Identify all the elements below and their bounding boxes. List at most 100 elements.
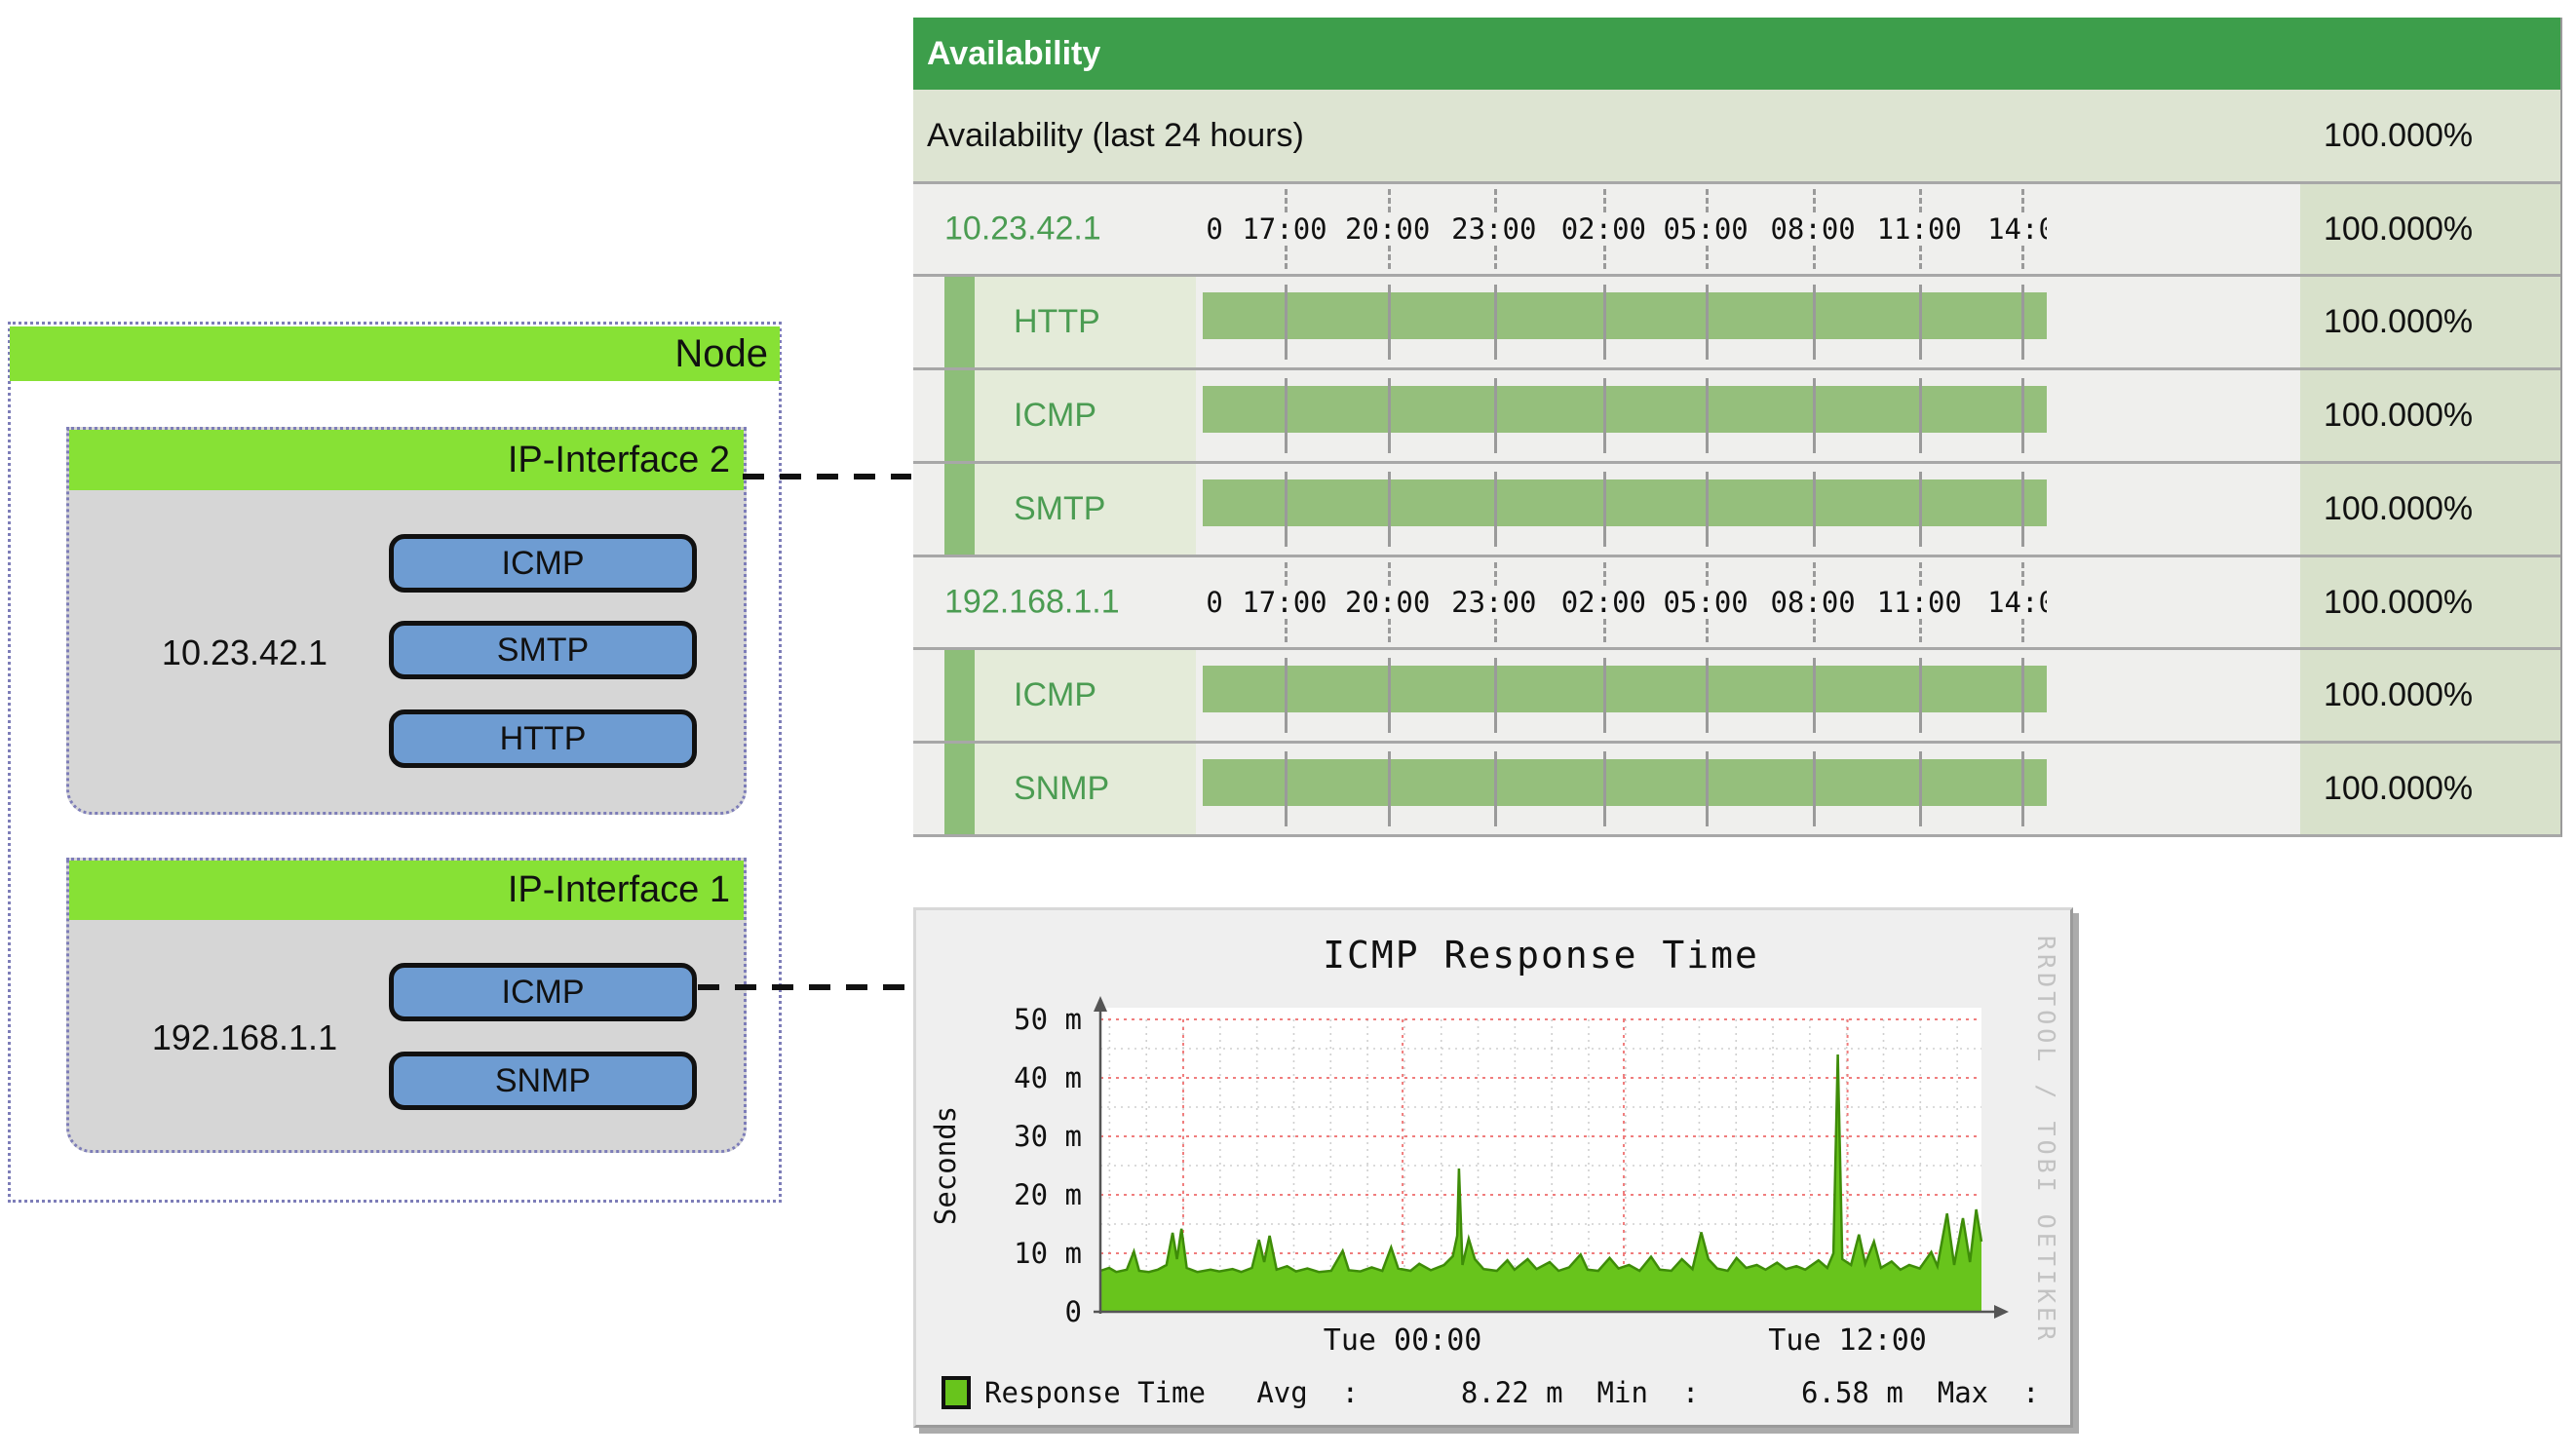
bar-tick (1603, 472, 1607, 547)
connector-interface2-to-table (743, 474, 911, 479)
timeline-tick (1603, 562, 1607, 586)
timeline-label: 02:00 (1560, 212, 1646, 246)
service-link[interactable]: SNMP (1014, 770, 1110, 807)
bar-tick (1813, 751, 1817, 826)
ip-row-10-23-42-1: 10.23.42.1 0 17:00 20:00 23:00 02:00 05:00 08:… (913, 181, 2560, 274)
bar-tick (1813, 472, 1817, 547)
bar-tick (1919, 751, 1923, 826)
timeline-scale: 0 17:00 20:00 23:00 02:00 05:00 08:00 11:00 14:0 (1203, 184, 2047, 274)
ip-interface-1-body: 192.168.1.1 ICMP SNMP (69, 920, 744, 1150)
bar-tick (2021, 658, 2025, 733)
bar-tick (2021, 472, 2025, 547)
bar-tick (1387, 472, 1391, 547)
bar-tick (1813, 285, 1817, 360)
bar-tick (1493, 378, 1497, 453)
availability-bar (1203, 292, 2047, 339)
timeline-label: 05:00 (1663, 586, 1749, 619)
ip-interface-2-title: IP-Interface 2 (507, 439, 730, 480)
service-box-icmp: ICMP (389, 534, 697, 593)
ip-interface-2-box: IP-Interface 2 10.23.42.1 ICMP SMTP HTTP (66, 427, 747, 815)
availability-value: 100.000% (2324, 303, 2474, 340)
availability-bar (1203, 386, 2047, 433)
bar-tick (1493, 285, 1497, 360)
availability-value: 100.000% (2324, 116, 2474, 154)
timeline-label: 23:00 (1451, 212, 1537, 246)
service-link[interactable]: ICMP (1014, 397, 1096, 434)
ip-interface-1-box: IP-Interface 1 192.168.1.1 ICMP SNMP (66, 858, 747, 1153)
timeline-tick (1813, 189, 1817, 212)
ip-interface-1-title: IP-Interface 1 (507, 869, 730, 910)
availability-bar-wrap (1203, 744, 2047, 834)
bar-tick (1706, 751, 1710, 826)
timeline-tick (1387, 619, 1391, 642)
timeline-label: 02:00 (1560, 586, 1646, 619)
timeline-label: 0 (1206, 586, 1223, 619)
availability-bar (1203, 759, 2047, 806)
timeline-label: 17:00 (1242, 586, 1327, 619)
group-strip (944, 744, 975, 834)
timeline-label: 08:00 (1770, 586, 1856, 619)
timeline-tick (1387, 189, 1391, 212)
y-tick-label: 30 m (1014, 1120, 1082, 1153)
ip-address-link[interactable]: 192.168.1.1 (944, 583, 1120, 621)
bar-tick (2021, 751, 2025, 826)
timeline-tick (1387, 246, 1391, 269)
timeline-tick (1603, 619, 1607, 642)
availability-header-row: Availability (913, 18, 2560, 90)
service-name-cell: HTTP (975, 277, 1196, 367)
timeline-tick (1813, 619, 1817, 642)
bar-tick (1493, 751, 1497, 826)
timeline-label: 05:00 (1663, 212, 1749, 246)
availability-bar (1203, 479, 2047, 526)
service-link[interactable]: HTTP (1014, 303, 1100, 340)
service-link[interactable]: SMTP (1014, 490, 1106, 527)
bar-tick (1706, 472, 1710, 547)
timeline-tick (1603, 189, 1607, 212)
group-strip (944, 650, 975, 741)
timeline-tick (1919, 562, 1923, 586)
timeline-tick (1493, 562, 1497, 586)
bar-tick (1285, 751, 1288, 826)
bar-tick (1813, 378, 1817, 453)
timeline-tick (1285, 562, 1288, 586)
availability-value-cell: 100.000% (2300, 370, 2560, 461)
bar-tick (1387, 751, 1391, 826)
availability-bar-wrap (1203, 277, 2047, 367)
timeline-tick (1603, 246, 1607, 269)
timeline-tick (2021, 246, 2025, 269)
service-name-cell: SNMP (975, 744, 1196, 834)
availability-value: 100.000% (2324, 210, 2474, 248)
bar-tick (1387, 285, 1391, 360)
availability-title: Availability (927, 34, 1101, 72)
bar-tick (1813, 658, 1817, 733)
availability-value-cell: 100.000% (2300, 557, 2560, 647)
availability-bar-wrap (1203, 650, 2047, 741)
bar-tick (1706, 378, 1710, 453)
timeline-label: 14:0 (1987, 586, 2047, 619)
bar-tick (1603, 285, 1607, 360)
timeline-label: 23:00 (1451, 586, 1537, 619)
timeline-label: 08:00 (1770, 212, 1856, 246)
bar-tick (1387, 378, 1391, 453)
timeline-tick (2021, 189, 2025, 212)
node-header: Node (10, 326, 780, 381)
availability-value: 100.000% (2324, 770, 2474, 807)
availability-value-cell: 100.000% (2300, 184, 2560, 274)
bar-tick (1285, 378, 1288, 453)
ip-row-192-168-1-1: 192.168.1.1 0 17:00 20:00 23:00 02:00 05:00 08… (913, 555, 2560, 647)
bar-tick (1493, 658, 1497, 733)
availability-value: 100.000% (2324, 397, 2474, 434)
availability-value: 100.000% (2324, 490, 2474, 527)
timeline-label: 0 (1206, 212, 1223, 246)
ip-address-link[interactable]: 10.23.42.1 (944, 210, 1101, 248)
availability-bar-wrap (1203, 370, 2047, 461)
timeline-tick (1919, 619, 1923, 642)
bar-tick (1493, 472, 1497, 547)
group-strip (944, 464, 975, 555)
service-link[interactable]: ICMP (1014, 676, 1096, 713)
y-tick-label: 10 m (1014, 1237, 1082, 1270)
y-tick-label: 0 (1064, 1295, 1082, 1328)
bar-tick (1919, 378, 1923, 453)
bar-tick (1603, 751, 1607, 826)
availability-subtitle: Availability (last 24 hours) (927, 116, 1304, 154)
